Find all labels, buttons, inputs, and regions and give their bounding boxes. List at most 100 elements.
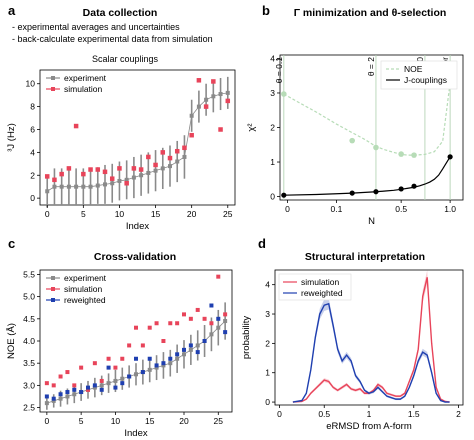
c-legend-label: reweighted <box>64 295 106 305</box>
c-simulation-point <box>195 307 200 312</box>
c-ytick-label: 5.5 <box>23 269 35 279</box>
c-reweighted-point <box>44 394 49 399</box>
a-experiment-point <box>81 184 86 189</box>
c-simulation-point <box>161 339 166 343</box>
a-simulation-point <box>189 132 194 138</box>
d-ytick-label: 1 <box>265 368 270 378</box>
a-simulation-point <box>196 78 202 83</box>
c-experiment-point <box>188 347 193 352</box>
c-simulation-point <box>188 316 193 321</box>
c-experiment-point <box>175 356 180 361</box>
b-legend-box <box>380 60 458 90</box>
c-reweighted-point <box>106 365 111 370</box>
d-reweighted-band <box>292 297 450 403</box>
a-simulation-point <box>81 171 86 177</box>
b-ytick-label: 4 <box>270 53 275 63</box>
b-legend-label: J-couplings <box>404 75 447 85</box>
b-jcoupling-marker <box>411 183 417 189</box>
a-simulation-point <box>59 171 64 177</box>
c-simulation-point <box>99 378 104 383</box>
c-experiment-point <box>106 381 111 386</box>
d-xtick-label: 0.5 <box>318 409 330 419</box>
c-experiment-point <box>92 385 97 390</box>
panel-a-bullet-1: - experimental averages and uncertaintie… <box>12 22 180 32</box>
c-experiment-point <box>154 365 159 370</box>
c-simulation-point <box>58 374 63 379</box>
b-legend-label: NOE <box>404 64 423 74</box>
a-experiment-point <box>45 189 50 194</box>
a-ylabel: ³J (Hz) <box>6 123 17 152</box>
a-experiment-point <box>225 90 230 95</box>
a-simulation-point <box>44 174 50 179</box>
panel-c-title: Cross-validation <box>94 251 176 263</box>
a-experiment-point <box>131 175 136 180</box>
c-ytick-label: 4.0 <box>23 336 35 346</box>
b-ytick-label: 2 <box>270 123 275 133</box>
b-noe-marker <box>281 91 287 97</box>
a-experiment-point <box>124 177 129 182</box>
a-experiment-point <box>175 159 180 164</box>
a-simulation-point <box>73 123 79 129</box>
a-xtick-label: 20 <box>187 209 197 219</box>
c-reweighted-point <box>202 339 207 343</box>
chart-d: 0 0.5 1 1.5 2 0 1 2 3 4 eRMSD from A-form probabili… <box>241 269 464 432</box>
c-reweighted-point <box>120 381 125 386</box>
a-simulation-point <box>182 145 187 151</box>
c-xtick-label: 20 <box>179 416 189 426</box>
d-xtick-label: 0 <box>277 409 282 419</box>
c-experiment-point <box>182 352 186 357</box>
a-simulation-point <box>88 167 93 172</box>
a-experiment-point <box>74 184 79 189</box>
c-simulation-point <box>134 325 138 330</box>
c-experiment-point <box>113 378 118 383</box>
chart-b: θ = 0.1θ = 2θ = 10prior00.10.51.001234Nχ… <box>246 53 464 227</box>
b-vline-label: θ = 0.1 <box>274 57 284 84</box>
a-experiment-point <box>95 183 100 188</box>
c-reweighted-point <box>113 385 118 390</box>
c-reweighted-point <box>134 356 138 361</box>
panel-a-bullet-2: - back-calculate experimental data from … <box>12 34 213 44</box>
a-experiment-point <box>218 92 223 97</box>
c-xtick-label: 10 <box>111 416 121 426</box>
c-simulation-point <box>216 274 221 279</box>
c-reweighted-point <box>86 385 90 390</box>
c-simulation-point <box>79 365 84 370</box>
c-legend-label: simulation <box>64 284 103 294</box>
panel-c-letter: c <box>8 236 15 251</box>
c-experiment-point <box>99 383 104 388</box>
d-ytick-label: 3 <box>265 309 270 319</box>
c-ytick-label: 2.5 <box>23 403 35 413</box>
c-reweighted-point <box>195 350 200 355</box>
b-noe-marker <box>411 152 417 158</box>
d-ytick-label: 2 <box>265 338 270 348</box>
a-simulation-point <box>218 127 223 132</box>
b-xtick-label: 1.0 <box>444 204 456 214</box>
d-legend-label: reweighted <box>301 288 343 298</box>
a-simulation-point <box>102 169 108 175</box>
c-xtick-label: 15 <box>145 416 155 426</box>
panel-b-title: Γ minimization and θ-selection <box>294 7 447 19</box>
a-experiment-point <box>160 166 165 171</box>
b-jcoupling-marker <box>373 189 379 195</box>
c-simulation-point <box>127 343 132 348</box>
a-simulation-point <box>131 166 137 171</box>
c-experiment-point <box>58 396 63 401</box>
c-reweighted-point <box>175 352 180 357</box>
c-reweighted-point <box>216 316 221 321</box>
a-simulation-point <box>52 177 57 183</box>
a-experiment-point <box>168 164 172 169</box>
a-simulation-point <box>174 148 180 154</box>
a-xtick-label: 25 <box>223 209 233 219</box>
c-experiment-point <box>51 398 56 403</box>
c-experiment-point <box>134 372 138 377</box>
b-noe-marker <box>349 137 355 144</box>
c-reweighted-point <box>140 370 145 375</box>
c-legend-swatch-marker <box>51 298 55 302</box>
c-experiment-point <box>72 392 77 397</box>
a-legend-swatch-marker <box>51 76 55 80</box>
c-simulation-point <box>154 321 159 326</box>
b-jcoupling-marker <box>349 190 355 196</box>
a-experiment-point <box>182 154 187 159</box>
